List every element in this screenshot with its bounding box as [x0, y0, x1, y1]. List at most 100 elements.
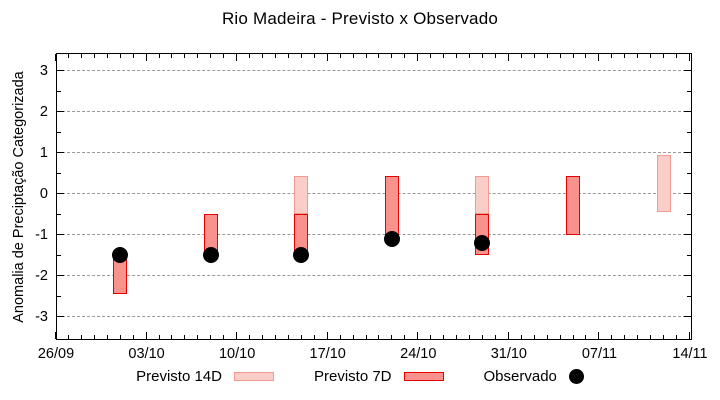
y-minor-tick [687, 172, 691, 174]
x-minor-tick [262, 335, 264, 339]
x-minor-tick [339, 335, 341, 339]
x-minor-tick [287, 54, 289, 58]
x-minor-tick [637, 335, 639, 339]
x-minor-tick [352, 54, 354, 58]
x-major-tick [507, 332, 509, 339]
chart-legend: Previsto 14D Previsto 7D Observado [0, 368, 720, 385]
x-major-tick [689, 332, 690, 339]
x-minor-tick [197, 54, 199, 58]
x-minor-tick [249, 335, 251, 339]
y-tick-label: -2 [35, 267, 48, 284]
x-minor-tick [520, 54, 522, 58]
y-major-tick [57, 152, 64, 154]
forecast-bar-previsto-14d [294, 175, 309, 215]
y-major-tick [57, 275, 64, 277]
x-minor-tick [430, 335, 432, 339]
x-major-tick [236, 332, 238, 339]
y-major-tick [684, 70, 691, 72]
x-minor-tick [481, 335, 483, 339]
gridline [57, 111, 691, 113]
x-major-tick [417, 54, 419, 61]
x-major-tick [236, 54, 238, 61]
legend-item: Observado [484, 368, 584, 385]
x-minor-tick [404, 335, 406, 339]
y-minor-tick [687, 90, 691, 92]
x-minor-tick [223, 54, 225, 58]
y-major-tick [684, 193, 691, 195]
x-tick-label: 10/10 [218, 346, 256, 362]
x-minor-tick [559, 335, 561, 339]
x-minor-tick [67, 54, 69, 58]
observed-point [112, 247, 129, 264]
y-tick-label: -1 [35, 226, 48, 243]
x-minor-tick [80, 54, 82, 58]
x-minor-tick [378, 335, 380, 339]
observed-point [474, 235, 491, 252]
x-minor-tick [572, 54, 574, 58]
y-minor-tick [687, 131, 691, 133]
x-minor-tick [404, 54, 406, 58]
y-minor-tick [57, 131, 61, 133]
legend-item: Previsto 14D [136, 368, 274, 385]
legend-label: Previsto 14D [136, 368, 222, 385]
x-major-tick [417, 332, 419, 339]
x-minor-tick [184, 335, 186, 339]
gridline [57, 152, 691, 154]
x-tick-label: 17/10 [309, 346, 346, 362]
x-minor-tick [313, 54, 315, 58]
x-minor-tick [494, 335, 496, 339]
x-minor-tick [365, 54, 367, 58]
x-minor-tick [67, 335, 69, 339]
x-tick-label: 31/10 [490, 346, 527, 362]
x-minor-tick [300, 54, 302, 58]
x-minor-tick [197, 335, 199, 339]
x-minor-tick [520, 335, 522, 339]
x-tick-label: 26/09 [37, 346, 75, 362]
y-major-tick [57, 70, 64, 72]
x-minor-tick [546, 335, 548, 339]
x-minor-tick [93, 54, 95, 58]
x-minor-tick [663, 335, 665, 339]
x-minor-tick [481, 54, 483, 58]
x-minor-tick [339, 54, 341, 58]
x-minor-tick [533, 54, 535, 58]
x-tick-label: 03/10 [128, 346, 165, 362]
x-minor-tick [546, 54, 548, 58]
y-tick-label: 1 [39, 144, 48, 161]
x-major-tick [55, 54, 56, 61]
y-tick-label: 2 [39, 103, 48, 120]
x-minor-tick [443, 335, 445, 339]
y-major-tick [57, 316, 64, 318]
x-minor-tick [158, 54, 160, 58]
x-minor-tick [469, 335, 471, 339]
x-major-tick [598, 332, 600, 339]
x-tick-label: 07/11 [581, 346, 618, 362]
x-minor-tick [624, 54, 626, 58]
y-major-tick [57, 234, 64, 236]
x-minor-tick [572, 335, 574, 339]
x-minor-tick [300, 335, 302, 339]
x-tick-label: 14/11 [672, 346, 708, 362]
x-major-tick [55, 332, 56, 339]
chart-title: Rio Madeira - Previsto x Observado [221, 9, 499, 28]
x-minor-tick [106, 54, 108, 58]
x-minor-tick [365, 335, 367, 339]
x-minor-tick [676, 54, 678, 58]
x-minor-tick [559, 54, 561, 58]
x-minor-tick [210, 54, 212, 58]
legend-item: Previsto 7D [314, 368, 444, 385]
x-minor-tick [287, 335, 289, 339]
x-minor-tick [663, 54, 665, 58]
x-minor-tick [171, 54, 173, 58]
y-major-tick [684, 316, 691, 318]
y-minor-tick [57, 295, 61, 297]
x-minor-tick [637, 54, 639, 58]
x-minor-tick [132, 54, 134, 58]
x-minor-tick [119, 54, 121, 58]
legend-observed-dot-icon [568, 369, 584, 384]
x-minor-tick [533, 335, 535, 339]
x-minor-tick [80, 335, 82, 339]
x-major-tick [326, 332, 328, 339]
x-minor-tick [106, 335, 108, 339]
